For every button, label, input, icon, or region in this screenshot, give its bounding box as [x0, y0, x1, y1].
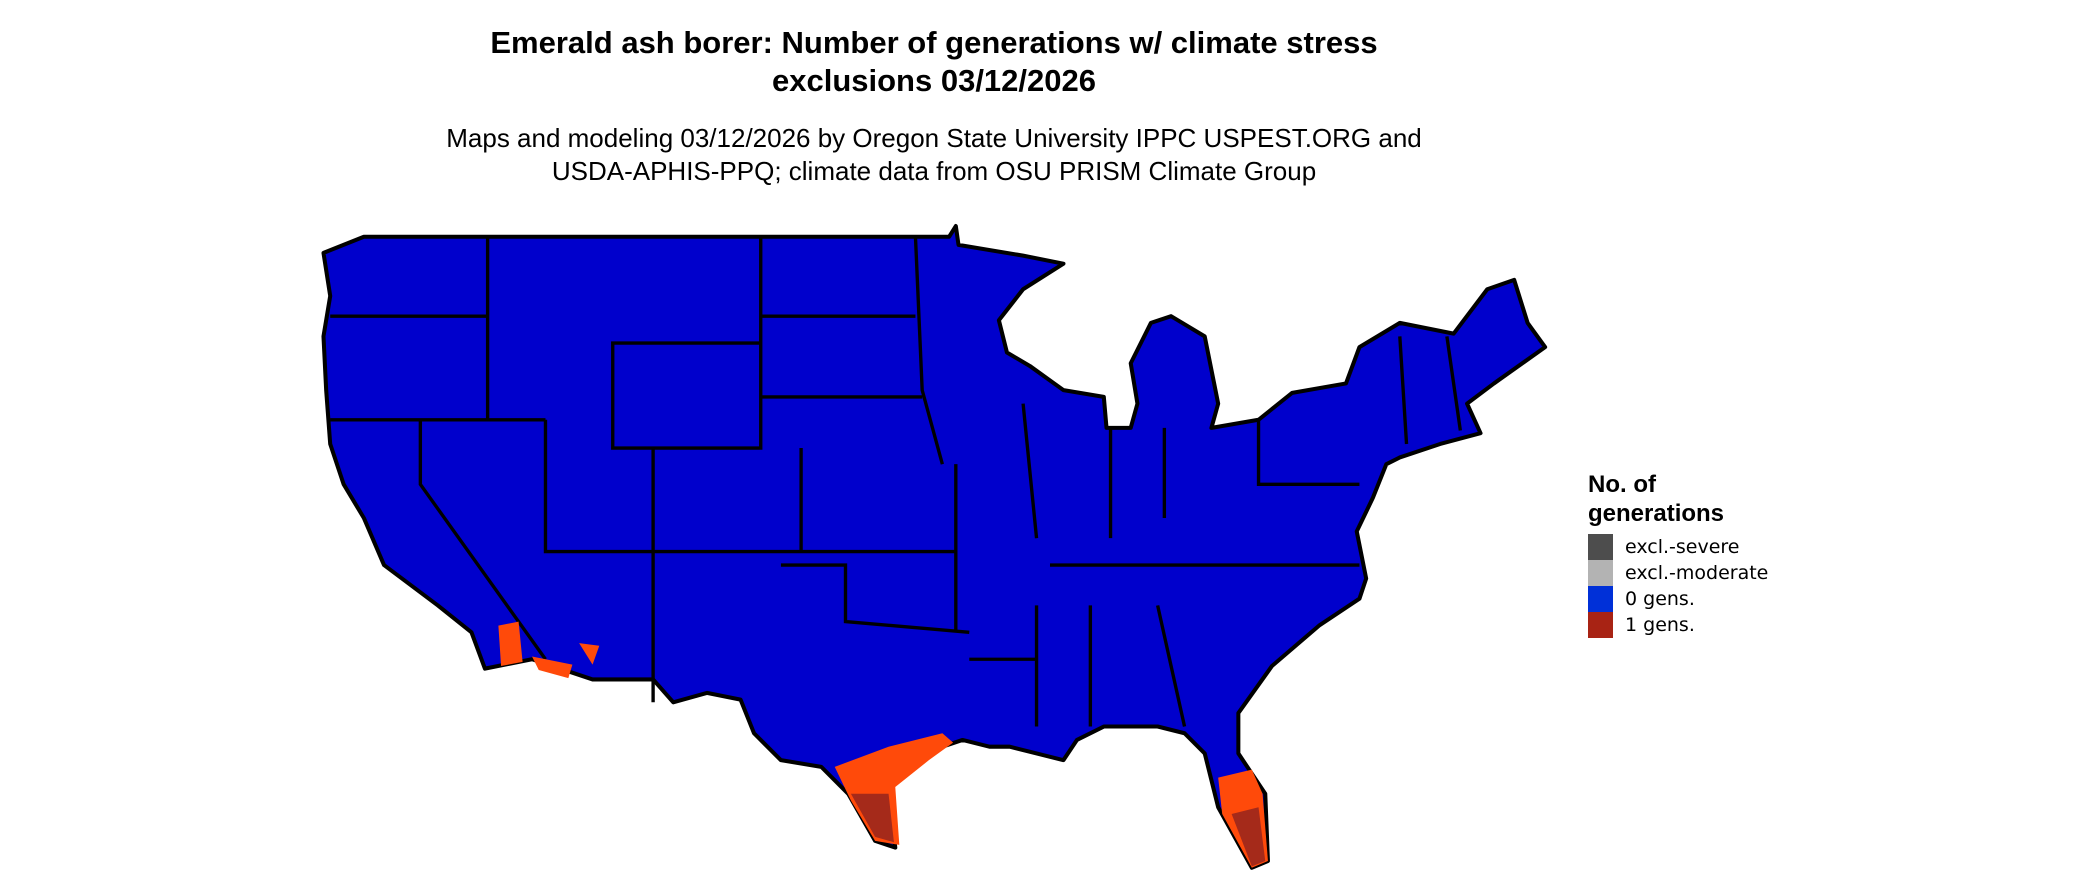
legend-label: 0 gens.: [1625, 588, 1695, 610]
legend-swatch: [1588, 612, 1613, 638]
arizona-hot-zone: [498, 621, 600, 679]
legend-swatch: [1588, 560, 1613, 586]
state-borders: [330, 236, 1463, 727]
subtitle-line-2: USDA-APHIS-PPQ; climate data from OSU PR…: [551, 156, 1317, 186]
subtitle-line-1: Maps and modeling 03/12/2026 by Oregon S…: [446, 123, 1422, 153]
legend: No. of generations excl.-severe excl.-mo…: [1588, 470, 1768, 638]
us-land: [321, 224, 1548, 870]
title-line-1: Emerald ash borer: Number of generations…: [490, 25, 1378, 60]
texas-dark-zone: [850, 793, 894, 843]
legend-item-0-gens: 0 gens.: [1588, 586, 1768, 612]
legend-label: excl.-severe: [1625, 536, 1740, 558]
legend-item-1-gens: 1 gens.: [1588, 612, 1768, 638]
title-line-2: exclusions 03/12/2026: [771, 63, 1096, 98]
florida-dark-zone: [1231, 807, 1266, 867]
one-generation-areas: [498, 621, 1268, 868]
legend-title-line-1: No. of: [1588, 471, 1656, 498]
map-subtitle: Maps and modeling 03/12/2026 by Oregon S…: [0, 122, 1868, 188]
legend-item-excl-moderate: excl.-moderate: [1588, 560, 1768, 586]
map-title: Emerald ash borer: Number of generations…: [0, 24, 1868, 100]
legend-swatch: [1588, 586, 1613, 612]
legend-label: excl.-moderate: [1625, 562, 1769, 584]
legend-item-excl-severe: excl.-severe: [1588, 534, 1768, 560]
legend-label: 1 gens.: [1625, 614, 1695, 636]
legend-swatch: [1588, 534, 1613, 560]
legend-title-line-2: generations: [1588, 500, 1725, 527]
legend-title: No. of generations: [1588, 470, 1768, 528]
